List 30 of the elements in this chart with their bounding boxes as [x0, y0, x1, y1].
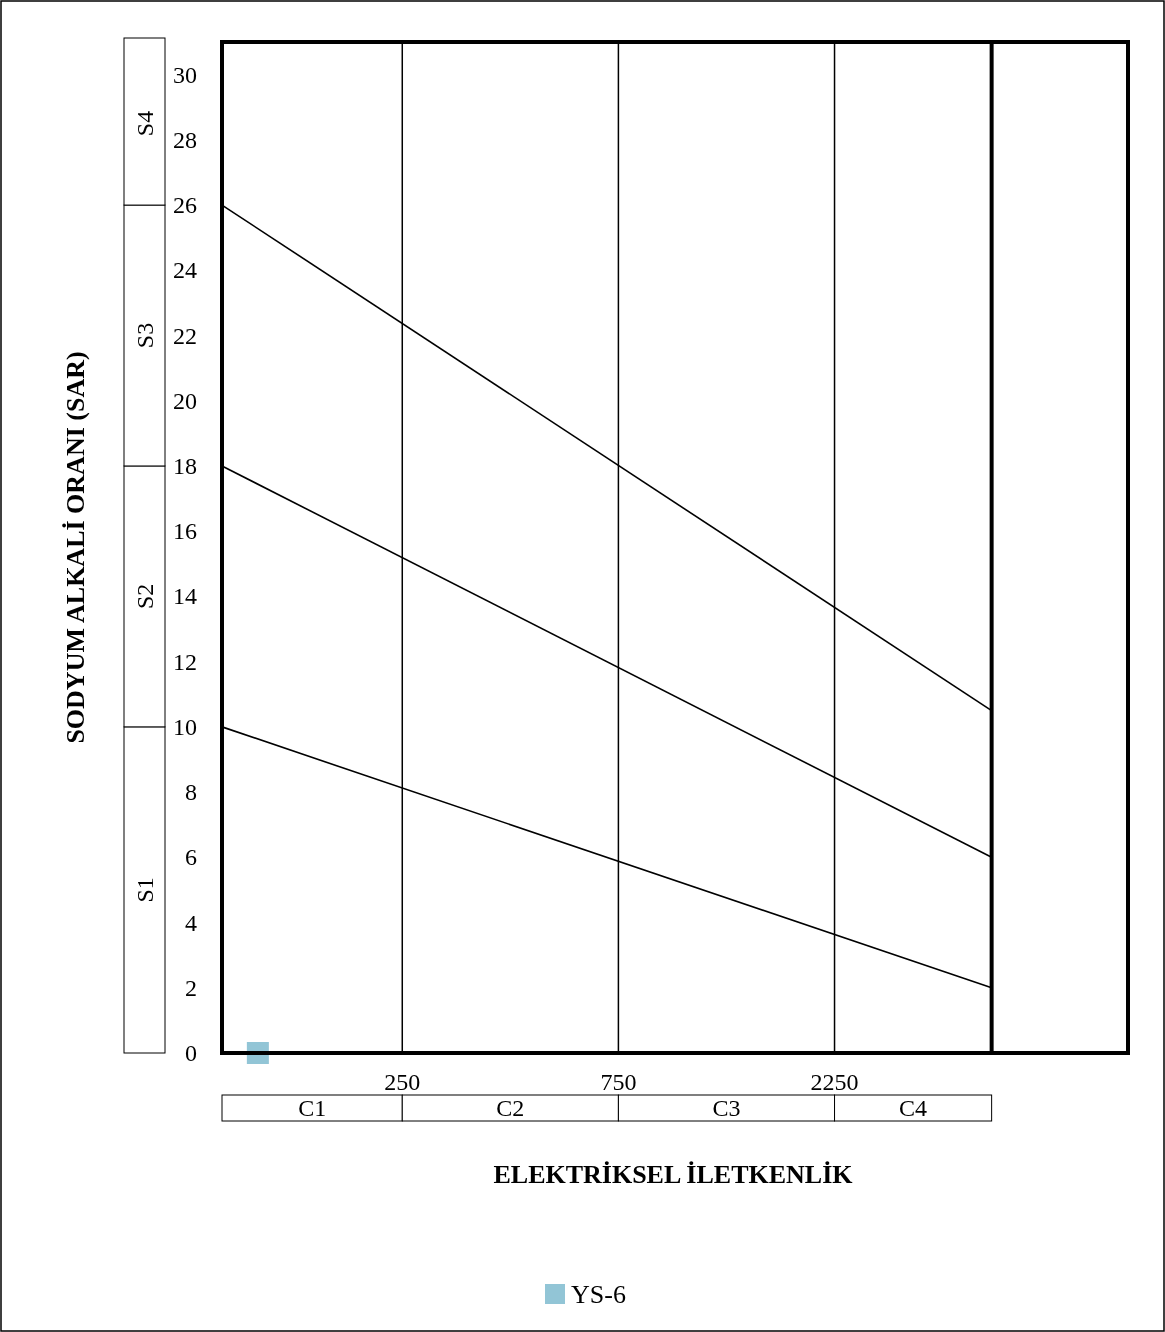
text: S3 [132, 322, 158, 349]
y-tick-label: 10 [173, 713, 197, 740]
x-tick-label: 2250 [810, 1069, 859, 1095]
y-tick-label: 8 [185, 779, 197, 806]
text: C4 [899, 1095, 928, 1121]
y-tick-label: 30 [173, 61, 197, 88]
x-axis-title: ELEKTRİKSEL İLETKENLİK [493, 1160, 854, 1189]
y-tick-label: 2 [185, 974, 197, 1001]
y-tick-label: 24 [173, 257, 197, 284]
y-tick-label: 28 [173, 126, 197, 153]
text: S1 [132, 877, 158, 903]
y-tick-label: 12 [173, 648, 197, 675]
text: C2 [496, 1095, 525, 1121]
y-tick-label: 26 [173, 192, 197, 219]
x-tick-label: 750 [600, 1069, 637, 1095]
text: C3 [712, 1095, 741, 1121]
x-tick-label: 250 [384, 1069, 421, 1095]
y-tick-label: 18 [173, 452, 197, 479]
y-tick-label: 16 [173, 518, 197, 545]
y-axis-title: SODYUM ALKALİ ORANI (SAR) [61, 351, 90, 744]
y-tick-label: 6 [185, 844, 197, 871]
y-tick-label: 0 [185, 1040, 197, 1066]
y-tick-label: 22 [173, 322, 197, 349]
y-tick-label: 20 [173, 387, 197, 414]
text: S4 [132, 110, 158, 137]
y-tick-label: 4 [185, 909, 197, 936]
legend-label: YS-6 [571, 1280, 626, 1309]
text: S2 [132, 583, 158, 610]
text: C1 [298, 1095, 327, 1121]
y-tick-label: 14 [173, 583, 197, 610]
